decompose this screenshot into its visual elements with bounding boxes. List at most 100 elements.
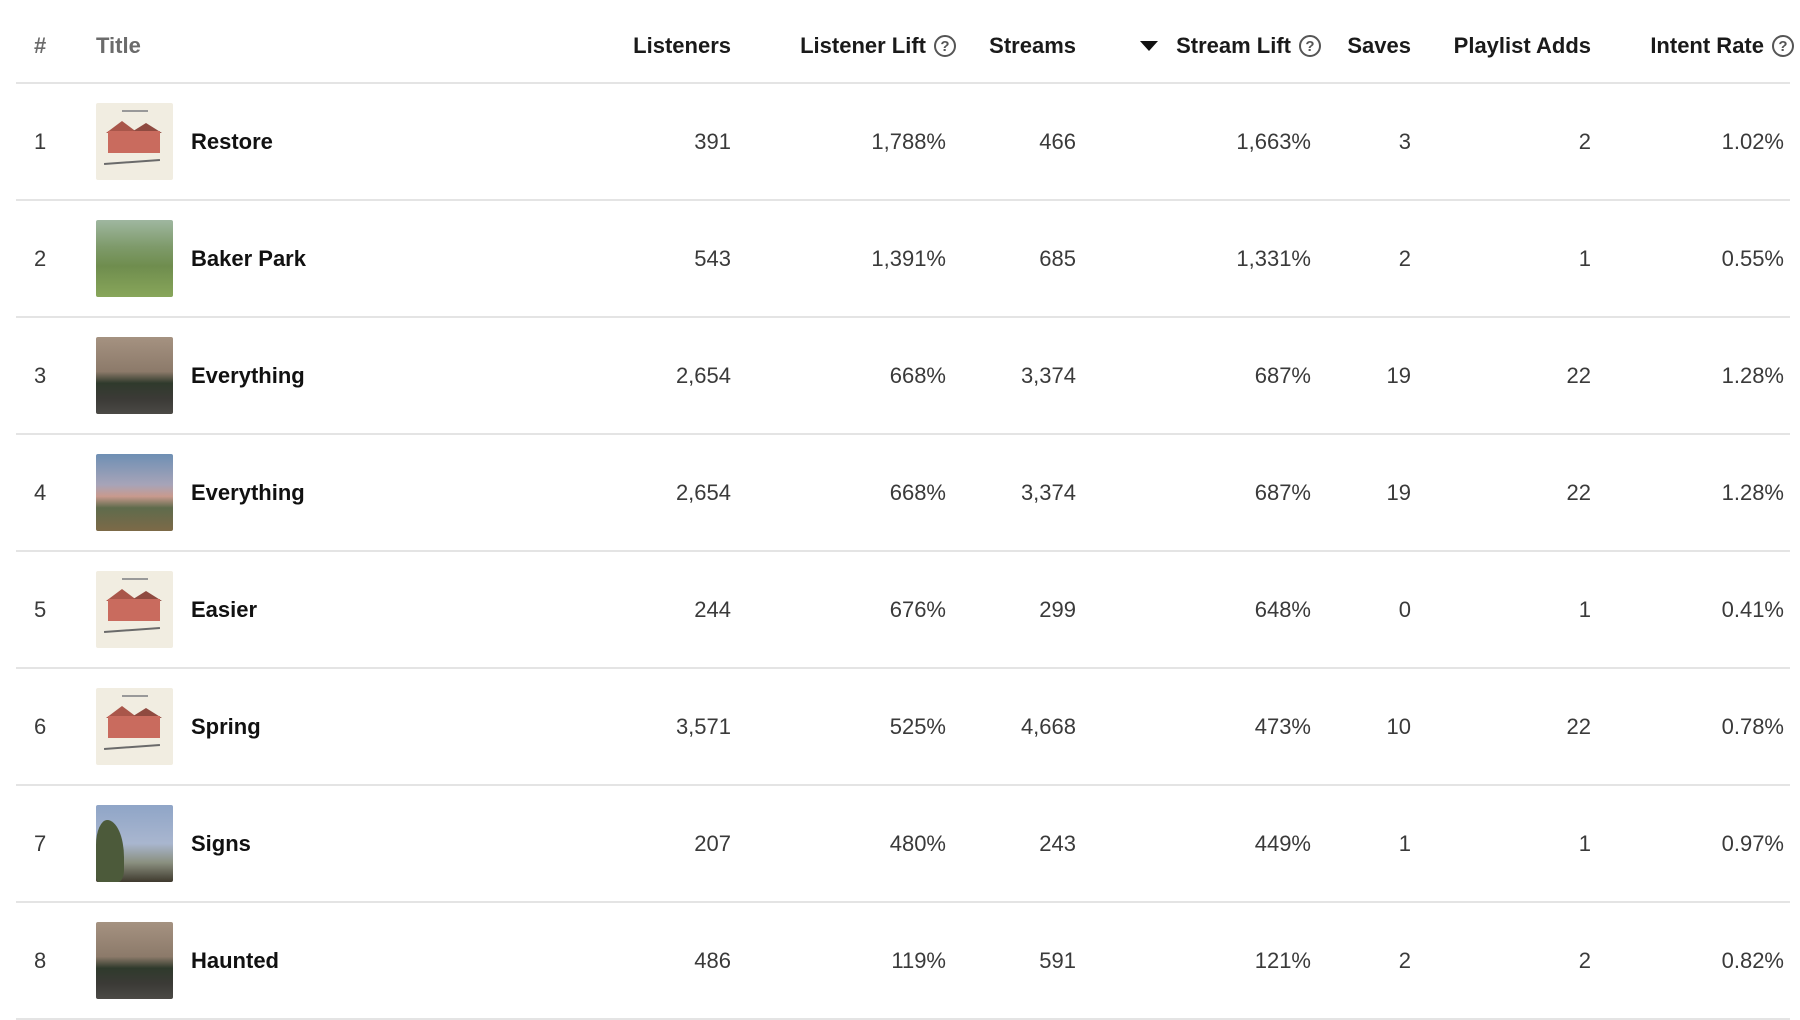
table-row[interactable]: 1 Restore 391 1,788% 466 1,663% 3 2 1.02… [16, 84, 1790, 201]
intent-rate-header-label[interactable]: Intent Rate [1650, 33, 1764, 58]
listener-lift-cell: 480% [889, 830, 946, 856]
track-title[interactable]: Easier [191, 596, 258, 622]
stream-lift-cell: 687% [1254, 362, 1311, 388]
rank-cell: 1 [34, 128, 47, 154]
listeners-column-header[interactable]: Listeners [633, 33, 731, 58]
tracks-table: # Title Listeners Listener Lift ? Stream… [16, 0, 1794, 1020]
playlist-adds-cell: 1 [1578, 596, 1591, 622]
stream-lift-cell: 648% [1254, 596, 1311, 622]
playlist-adds-cell: 22 [1566, 479, 1591, 505]
saves-cell: 3 [1398, 128, 1411, 154]
listeners-cell: 207 [694, 830, 731, 856]
listener-lift-cell: 1,391% [871, 245, 946, 271]
saves-cell: 19 [1386, 479, 1411, 505]
table-row[interactable]: 5 Easier 244 676% 299 648% 0 1 0.41% [16, 552, 1790, 669]
track-title[interactable]: Signs [191, 830, 251, 856]
listener-lift-column-header[interactable]: Listener Lift ? [746, 33, 956, 59]
rank-cell: 8 [34, 947, 47, 973]
saves-cell: 1 [1398, 830, 1411, 856]
dusk-road-cover[interactable] [96, 922, 173, 999]
playlist-adds-cell: 2 [1578, 947, 1591, 973]
stream-lift-cell: 473% [1254, 713, 1311, 739]
track-title[interactable]: Spring [191, 713, 261, 739]
rank-cell: 7 [34, 830, 47, 856]
table-row[interactable]: 2 Baker Park 543 1,391% 685 1,331% 2 1 0… [16, 201, 1790, 318]
listener-lift-header-label[interactable]: Listener Lift [800, 33, 926, 58]
listeners-cell: 391 [694, 128, 731, 154]
intent-rate-cell: 1.02% [1721, 128, 1784, 154]
saves-cell: 2 [1398, 947, 1411, 973]
dusk-road-cover[interactable] [96, 337, 173, 414]
listener-lift-cell: 668% [889, 479, 946, 505]
listeners-cell: 2,654 [675, 479, 731, 505]
listener-lift-cell: 119% [891, 947, 946, 973]
title-column-header[interactable]: Title [96, 33, 141, 58]
stream-lift-cell: 1,331% [1236, 245, 1311, 271]
table-row[interactable]: 7 Signs 207 480% 243 449% 1 1 0.97% [16, 786, 1790, 903]
saves-cell: 10 [1386, 713, 1411, 739]
stream-lift-cell: 687% [1254, 479, 1311, 505]
table-row[interactable]: 8 Haunted 486 119% 591 121% 2 2 0.82% [16, 903, 1790, 1020]
listener-lift-cell: 525% [889, 713, 946, 739]
table-row[interactable]: 6 Spring 3,571 525% 4,668 473% 10 22 0.7… [16, 669, 1790, 786]
track-title[interactable]: Everything [191, 362, 305, 388]
rank-cell: 2 [34, 245, 47, 271]
streams-cell: 3,374 [1020, 362, 1076, 388]
house-cover[interactable] [96, 688, 173, 765]
intent-rate-cell: 0.82% [1721, 947, 1784, 973]
rank-cell: 6 [34, 713, 47, 739]
stream-lift-column-header[interactable]: Stream Lift ? [1096, 33, 1321, 59]
playlist-adds-cell: 22 [1566, 713, 1591, 739]
help-icon[interactable]: ? [1299, 35, 1321, 57]
stream-lift-cell: 449% [1254, 830, 1311, 856]
stream-lift-cell: 121% [1254, 947, 1311, 973]
tree-sky-cover[interactable] [96, 805, 173, 882]
intent-rate-cell: 1.28% [1721, 362, 1784, 388]
track-title[interactable]: Baker Park [191, 245, 306, 271]
playlist-adds-cell: 2 [1578, 128, 1591, 154]
park-cover[interactable] [96, 220, 173, 297]
saves-cell: 2 [1398, 245, 1411, 271]
streams-cell: 685 [1039, 245, 1076, 271]
track-title[interactable]: Everything [191, 479, 305, 505]
sort-descending-icon[interactable] [1140, 41, 1159, 51]
sky-field-cover[interactable] [96, 454, 173, 531]
streams-cell: 4,668 [1020, 713, 1076, 739]
rank-cell: 3 [34, 362, 47, 388]
intent-rate-cell: 0.55% [1721, 245, 1784, 271]
streams-cell: 466 [1039, 128, 1076, 154]
listener-lift-cell: 1,788% [871, 128, 946, 154]
intent-rate-cell: 1.28% [1721, 479, 1784, 505]
playlist-adds-cell: 1 [1578, 245, 1591, 271]
streams-cell: 243 [1039, 830, 1076, 856]
saves-column-header[interactable]: Saves [1347, 33, 1411, 58]
intent-rate-cell: 0.97% [1721, 830, 1784, 856]
table-row[interactable]: 3 Everything 2,654 668% 3,374 687% 19 22… [16, 318, 1790, 435]
stream-lift-header-label[interactable]: Stream Lift [1176, 33, 1291, 58]
listeners-cell: 244 [694, 596, 731, 622]
intent-rate-column-header[interactable]: Intent Rate ? [1606, 33, 1794, 59]
streams-cell: 299 [1039, 596, 1076, 622]
playlist-adds-cell: 1 [1578, 830, 1591, 856]
listeners-cell: 3,571 [675, 713, 731, 739]
help-icon[interactable]: ? [934, 35, 956, 57]
table-row[interactable]: 4 Everything 2,654 668% 3,374 687% 19 22… [16, 435, 1790, 552]
house-cover[interactable] [96, 103, 173, 180]
track-title[interactable]: Restore [191, 128, 273, 154]
listener-lift-cell: 668% [889, 362, 946, 388]
streams-column-header[interactable]: Streams [989, 33, 1076, 58]
playlist-adds-cell: 22 [1566, 362, 1591, 388]
rank-column-header: # [34, 33, 47, 58]
streams-cell: 591 [1039, 947, 1076, 973]
playlist-adds-column-header[interactable]: Playlist Adds [1453, 33, 1591, 58]
listener-lift-cell: 676% [889, 596, 946, 622]
listeners-cell: 543 [694, 245, 731, 271]
house-cover[interactable] [96, 571, 173, 648]
table-body: 1 Restore 391 1,788% 466 1,663% 3 2 1.02… [16, 84, 1790, 1020]
help-icon[interactable]: ? [1772, 35, 1794, 57]
saves-cell: 0 [1398, 596, 1411, 622]
track-title[interactable]: Haunted [191, 947, 279, 973]
streams-cell: 3,374 [1020, 479, 1076, 505]
stream-lift-cell: 1,663% [1236, 128, 1311, 154]
rank-cell: 4 [34, 479, 47, 505]
